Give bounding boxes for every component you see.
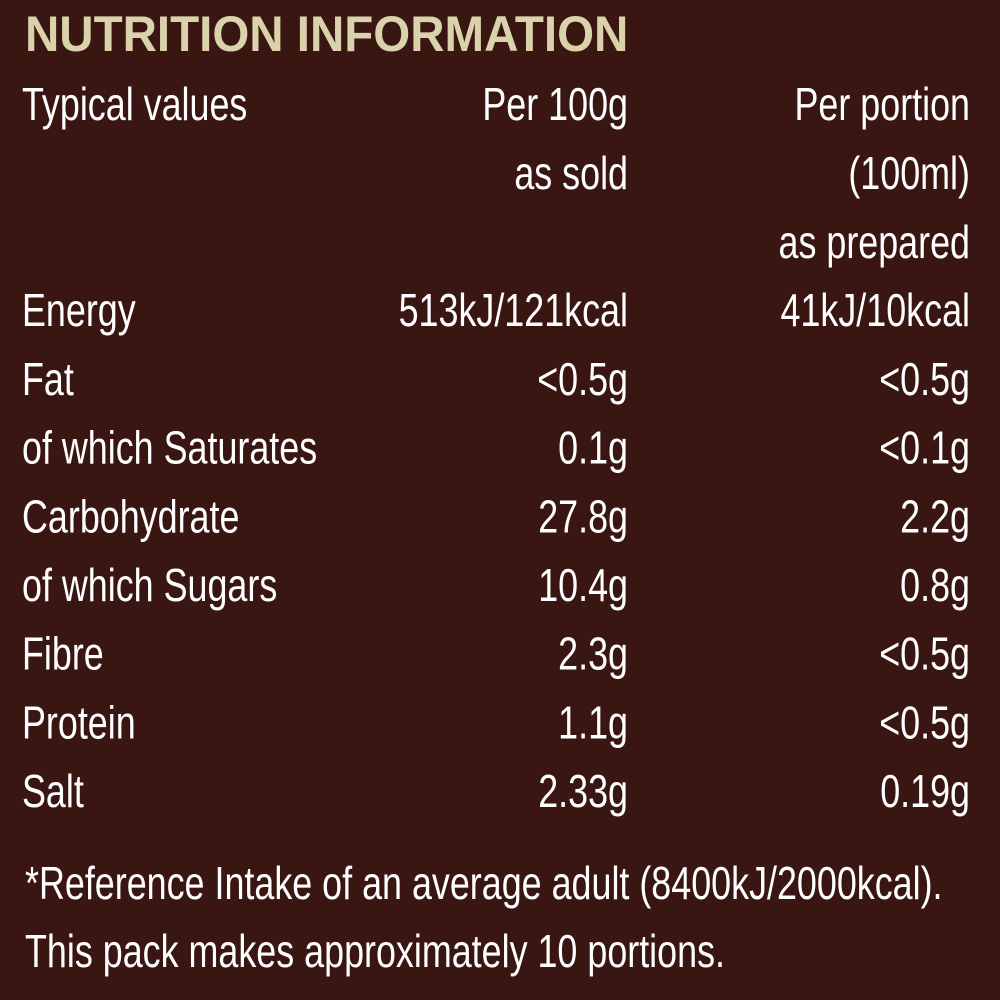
nutrient-value: 2.3g: [558, 628, 628, 680]
column-heading: Per portion: [794, 78, 970, 130]
nutrient-value: <0.5g: [879, 696, 970, 748]
nutrient-name: Energy: [22, 284, 136, 336]
nutrient-name: Salt: [22, 765, 84, 817]
nutrient-value: <0.5g: [879, 628, 970, 680]
nutrient-value: 0.1g: [558, 422, 628, 474]
nutrient-value: 41kJ/10kcal: [781, 284, 970, 336]
nutrient-value: <0.5g: [879, 353, 970, 405]
footnote: *Reference Intake of an average adult (8…: [25, 857, 943, 909]
nutrient-name: Protein: [22, 696, 136, 748]
nutrient-name: of which Saturates: [22, 422, 317, 474]
nutrient-value: 0.8g: [900, 559, 970, 611]
title: NUTRITION INFORMATION: [25, 6, 628, 62]
column-heading: Typical values: [22, 78, 247, 130]
column-heading: Per 100g: [482, 78, 628, 130]
nutrient-name: Fibre: [22, 628, 104, 680]
nutrient-name: Carbohydrate: [22, 490, 239, 542]
nutrient-value: 2.33g: [538, 765, 628, 817]
column-heading: as sold: [514, 147, 628, 199]
nutrient-value: <0.5g: [537, 353, 628, 405]
nutrient-value: 10.4g: [538, 559, 628, 611]
column-heading: (100ml): [848, 147, 970, 199]
nutrient-value: 1.1g: [558, 696, 628, 748]
nutrient-value: 513kJ/121kcal: [399, 284, 628, 336]
nutrient-value: <0.1g: [879, 422, 970, 474]
column-heading: as prepared: [779, 216, 970, 268]
footnote: This pack makes approximately 10 portion…: [25, 925, 725, 977]
nutrient-value: 0.19g: [880, 765, 970, 817]
nutrient-value: 2.2g: [900, 490, 970, 542]
nutrient-name: Fat: [22, 353, 74, 405]
nutrient-value: 27.8g: [538, 490, 628, 542]
nutrient-name: of which Sugars: [22, 559, 277, 611]
